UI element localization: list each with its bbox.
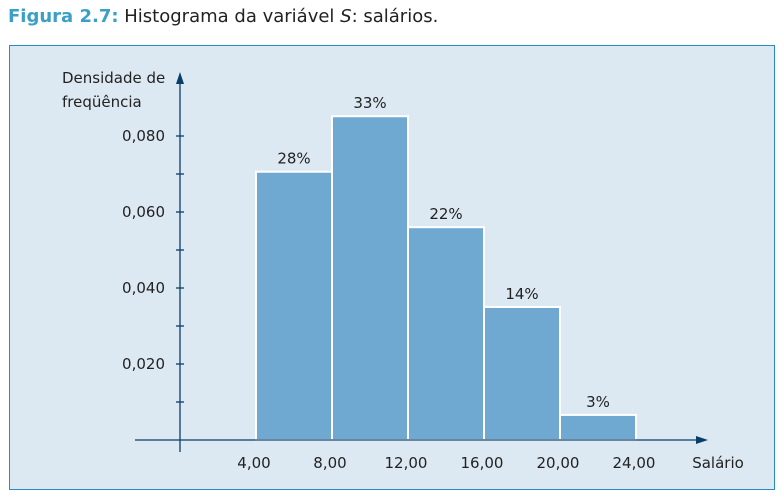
histogram-bar-2 xyxy=(331,115,409,442)
x-tick-label-1: 4,00 xyxy=(237,454,270,472)
x-tick-label-6: 24,00 xyxy=(613,454,656,472)
histogram-bar-4 xyxy=(483,306,561,441)
y-axis-title-line-2: freqüência xyxy=(62,93,142,111)
bar-percent-label-3: 22% xyxy=(429,205,462,223)
caption-text-end: : salários. xyxy=(351,6,439,27)
chart-panel: 28% 33% 22% 14% 3% 0,020 0,040 0,060 0,080 4,00 8,… xyxy=(9,45,775,490)
caption-text: Histograma da variável xyxy=(118,6,341,27)
y-tick-label-4: 0,080 xyxy=(122,127,165,145)
histogram-chart: 28% 33% 22% 14% 3% 0,020 0,040 0,060 0,080 4,00 8,… xyxy=(62,69,744,472)
y-tick-label-1: 0,020 xyxy=(122,355,165,373)
histogram-bar-5 xyxy=(559,413,637,442)
x-tick-label-3: 12,00 xyxy=(385,454,428,472)
bar-percent-label-4: 14% xyxy=(505,285,538,303)
histogram-bar-1 xyxy=(255,170,333,441)
y-axis-title-line-1: Densidade de xyxy=(62,69,165,87)
y-tick-label-3: 0,060 xyxy=(122,203,165,221)
x-axis-title: Salário xyxy=(692,454,744,472)
figure-caption: Figura 2.7: Histograma da variável S: sa… xyxy=(8,6,438,27)
figure-number: Figura 2.7: xyxy=(8,6,119,27)
x-tick-label-4: 16,00 xyxy=(461,454,504,472)
x-tick-label-5: 20,00 xyxy=(537,454,580,472)
histogram-bar-3 xyxy=(407,226,485,441)
bar-percent-label-5: 3% xyxy=(586,393,610,411)
y-tick-label-2: 0,040 xyxy=(122,279,165,297)
y-axis-arrow xyxy=(176,72,184,84)
bar-percent-label-2: 33% xyxy=(353,94,386,112)
x-axis-arrow xyxy=(696,436,708,444)
x-tick-label-2: 8,00 xyxy=(313,454,346,472)
caption-variable: S xyxy=(340,6,352,27)
bar-percent-label-1: 28% xyxy=(277,150,310,168)
